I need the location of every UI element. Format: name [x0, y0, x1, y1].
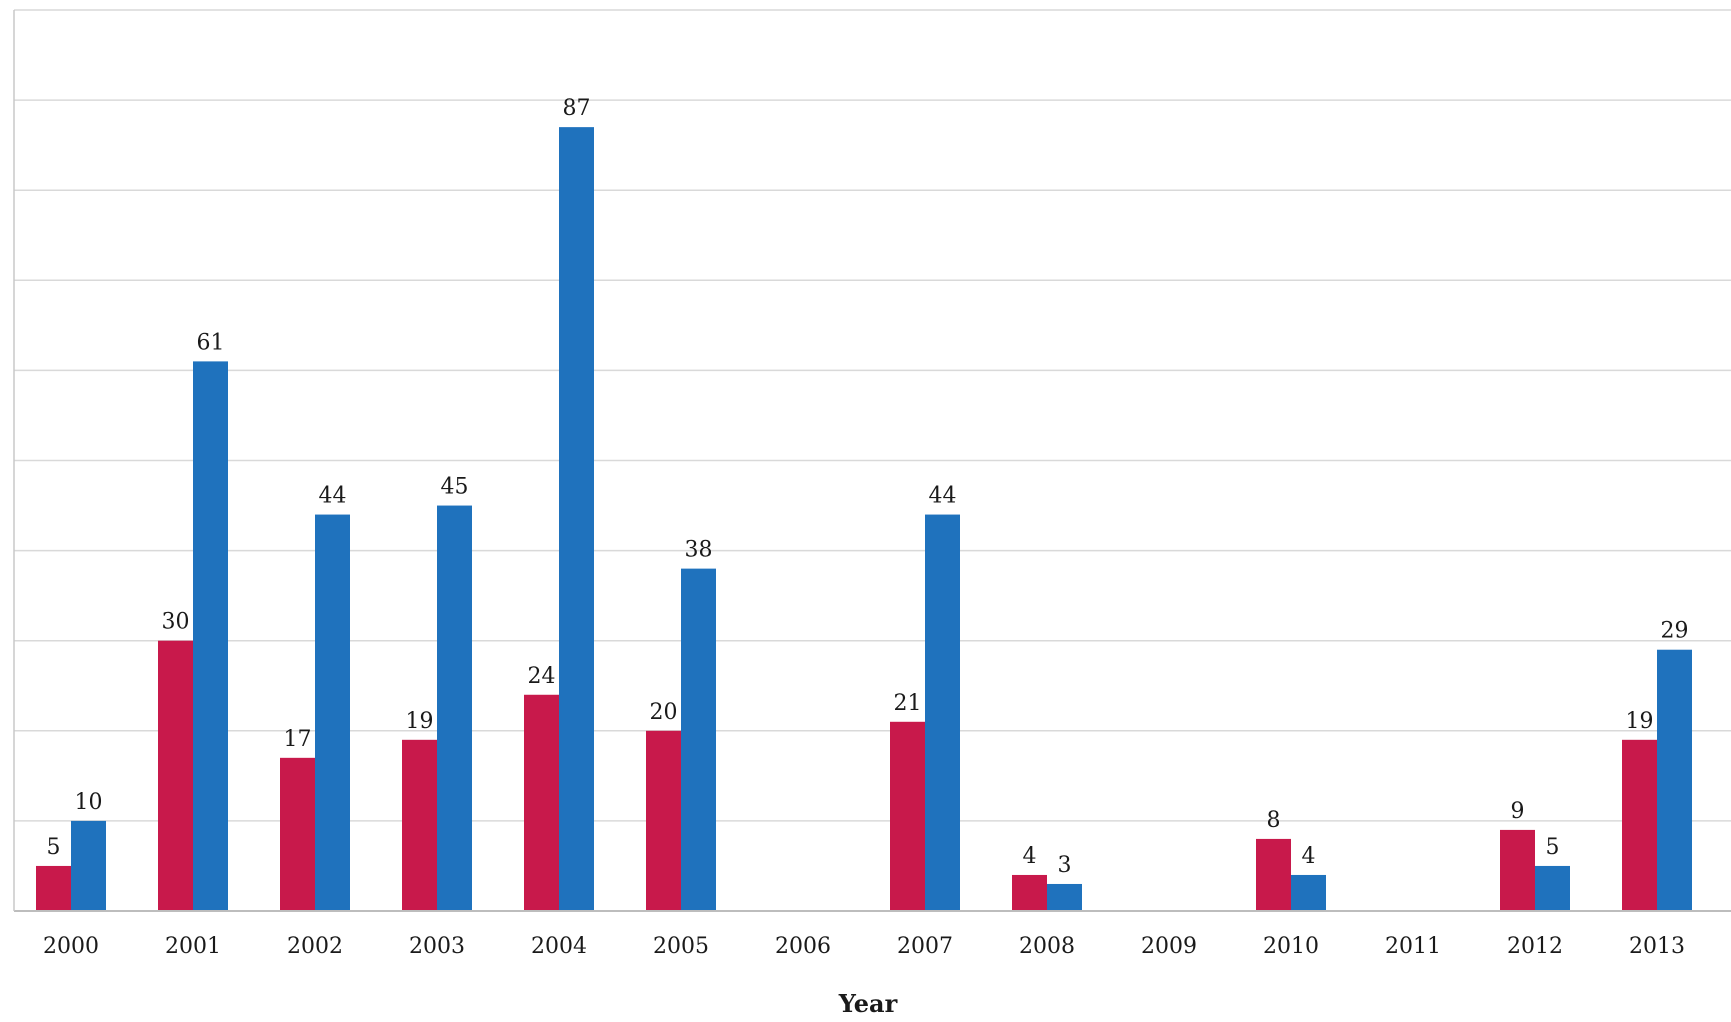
- x-tick-label: 2003: [409, 934, 465, 959]
- data-label: 3: [1058, 853, 1072, 878]
- bar-series-2-2008: [1047, 883, 1082, 911]
- bar-series-1-2008: [1012, 874, 1047, 911]
- data-label: 87: [563, 96, 591, 121]
- data-label: 5: [47, 835, 61, 860]
- bar-series-2-2010: [1291, 874, 1326, 911]
- data-label: 4: [1302, 844, 1316, 869]
- x-tick-label: 2002: [287, 934, 343, 959]
- bar-series-1-2002: [280, 757, 315, 911]
- bar-series-2-2004: [559, 127, 594, 911]
- bar-series-2-2013: [1657, 649, 1692, 911]
- data-label: 45: [441, 475, 469, 500]
- bar-series-2-2005: [681, 568, 716, 911]
- bar-series-2-2000: [71, 820, 106, 911]
- bar-series-1-2007: [890, 721, 925, 911]
- bar-series-1-2005: [646, 730, 681, 911]
- data-label: 44: [929, 484, 957, 509]
- x-tick-label: 2008: [1019, 934, 1075, 959]
- bar-series-2-2001: [193, 361, 228, 911]
- data-label: 24: [528, 664, 556, 689]
- x-tick-label: 2011: [1385, 934, 1441, 959]
- x-tick-label: 2009: [1141, 934, 1197, 959]
- x-tick-label: 2007: [897, 934, 953, 959]
- bar-series-2-2012: [1535, 865, 1570, 911]
- x-tick-label: 2000: [43, 934, 99, 959]
- data-label: 44: [319, 484, 347, 509]
- bar-series-1-2000: [36, 865, 71, 911]
- bar-series-1-2003: [402, 739, 437, 911]
- data-label: 61: [197, 330, 225, 355]
- data-label: 29: [1661, 619, 1689, 644]
- data-label: 20: [650, 700, 678, 725]
- bars: [36, 127, 1692, 911]
- gridlines: [14, 9, 1731, 822]
- bar-series-1-2004: [524, 694, 559, 911]
- bar-series-1-2013: [1622, 739, 1657, 911]
- x-tick-label: 2010: [1263, 934, 1319, 959]
- data-label: 5: [1546, 835, 1560, 860]
- x-tick-label: 2012: [1507, 934, 1563, 959]
- bar-series-1-2010: [1256, 838, 1291, 911]
- x-axis-ticks: 2000 2001 2002 2003 2004 2005 2006 2007 2008 2009…: [43, 934, 1685, 959]
- data-label: 19: [1626, 709, 1654, 734]
- x-tick-label: 2001: [165, 934, 221, 959]
- bar-series-1-2012: [1500, 829, 1535, 911]
- data-label: 8: [1267, 808, 1281, 833]
- x-tick-label: 2013: [1629, 934, 1685, 959]
- x-tick-label: 2005: [653, 934, 709, 959]
- bar-series-2-2002: [315, 514, 350, 911]
- bar-series-2-2007: [925, 514, 960, 911]
- bar-series-2-2003: [437, 505, 472, 911]
- data-label: 21: [894, 691, 922, 716]
- data-label: 10: [75, 790, 103, 815]
- data-label: 9: [1511, 799, 1525, 824]
- x-tick-label: 2006: [775, 934, 831, 959]
- x-tick-label: 2004: [531, 934, 587, 959]
- data-label: 30: [162, 610, 190, 635]
- data-label: 4: [1023, 844, 1037, 869]
- bar-series-1-2001: [158, 640, 193, 911]
- data-label: 17: [284, 727, 312, 752]
- data-label: 38: [685, 538, 713, 563]
- x-axis-title: Year: [838, 989, 898, 1017]
- data-label: 19: [406, 709, 434, 734]
